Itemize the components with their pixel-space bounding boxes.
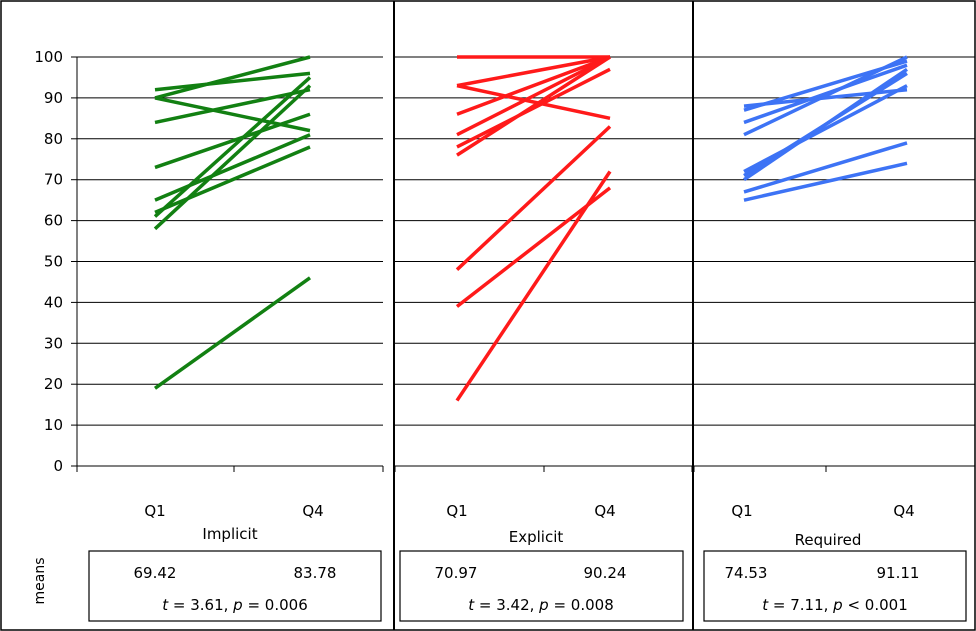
y-tick-label: 70 [44,171,63,189]
x-tick-label-q1: Q1 [446,502,467,520]
y-tick-label: 0 [53,457,63,475]
y-tick-labels: 0 10 20 30 40 50 60 70 80 90 100 [34,48,63,475]
mean-q4-implicit: 83.78 [294,564,337,582]
y-tick-label: 10 [44,416,63,434]
series-line [743,63,908,125]
t-value: = 7.11, [768,596,833,614]
series-line [154,96,311,133]
stat-line-implicit: t = 3.61, p = 0.006 [162,596,308,614]
x-tick-label-q1: Q1 [731,502,752,520]
mean-q1-required: 74.53 [725,564,768,582]
panel-name-implicit: Implicit [202,525,257,543]
mean-q4-required: 91.11 [877,564,920,582]
axes [71,56,976,472]
means-box-required [703,550,967,622]
y-tick-label: 100 [34,48,63,66]
mean-q4-explicit: 90.24 [584,564,627,582]
series-line [455,125,612,271]
t-symbol: t [162,596,169,614]
series-line [743,161,908,202]
series-line [456,83,611,121]
means-box-implicit [88,550,382,622]
y-tick-label: 90 [44,89,63,107]
y-tick-label: 20 [44,375,63,393]
series-line [154,112,311,170]
y-tick-label: 60 [44,212,63,230]
series-line [456,55,611,88]
mean-q1-explicit: 70.97 [435,564,478,582]
y-tick-label: 40 [44,293,63,311]
x-tick-label-q4: Q4 [893,502,914,520]
series-line [743,55,908,137]
p-symbol: p [232,596,243,614]
means-row-label: means [32,558,48,605]
x-tick-label-q1: Q1 [144,502,165,520]
series-line [154,55,311,100]
series-line [154,88,311,125]
series-line [456,55,611,137]
series-line [455,170,612,402]
data-lines [153,55,908,402]
p-value: < 0.001 [843,596,908,614]
y-tick-label: 80 [44,130,63,148]
series-line [743,67,908,182]
x-tick-label-q4: Q4 [594,502,615,520]
y-tick-label: 30 [44,334,63,352]
stat-line-required: t = 7.11, p < 0.001 [762,596,908,614]
series-line [153,84,312,231]
series-line [154,145,311,215]
mean-q1-implicit: 69.42 [134,564,177,582]
t-symbol: t [762,596,769,614]
x-tick-label-q4: Q4 [302,502,323,520]
series-line [743,141,908,194]
series-line [154,71,311,92]
stat-line-explicit: t = 3.42, p = 0.008 [468,596,614,614]
p-value: = 0.008 [549,596,614,614]
series-line [456,55,611,157]
means-box-explicit [399,550,684,622]
t-value: = 3.61, [168,596,233,614]
y-tick-label: 50 [44,253,63,271]
series-line [154,133,311,202]
t-symbol: t [468,596,475,614]
p-symbol: p [832,596,843,614]
series-line [153,276,312,390]
p-value: = 0.006 [243,596,308,614]
series-line [153,76,312,218]
t-value: = 3.42, [474,596,539,614]
panel-name-explicit: Explicit [509,528,564,546]
series-line [456,55,611,116]
panel-name-required: Required [795,531,862,549]
p-symbol: p [538,596,549,614]
